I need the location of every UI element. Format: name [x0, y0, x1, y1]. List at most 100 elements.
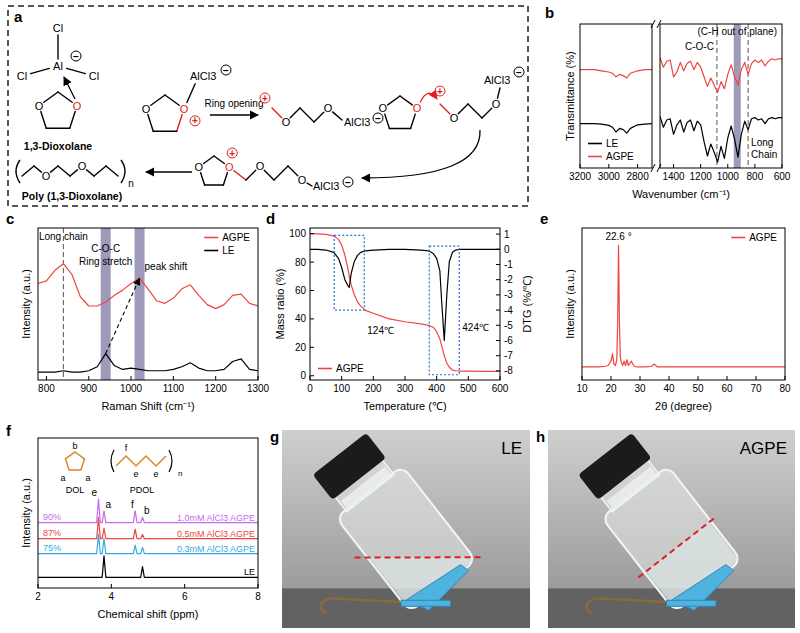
charge-sign: − — [73, 51, 79, 62]
bottle-cap — [313, 433, 386, 500]
y2-tick-label: -6 — [504, 335, 513, 346]
shift-arrow — [106, 278, 140, 353]
photo: LE — [282, 423, 530, 628]
panel-letter: e — [540, 210, 548, 227]
conversion-label: 75% — [43, 543, 61, 553]
y2-tick — [496, 279, 500, 280]
annotation: 424℃ — [462, 322, 489, 333]
arrow — [210, 114, 258, 115]
bond — [31, 68, 50, 73]
x-axis-title: Chemical shift (ppm) — [98, 608, 199, 620]
annotation: (C-H out of plane) — [698, 26, 777, 37]
diagram-text: O — [379, 102, 388, 114]
bond — [274, 166, 288, 180]
series-label: LE — [244, 567, 255, 577]
bond — [205, 184, 224, 185]
annotation-line: Long — [751, 137, 773, 148]
x-tick-label: 8 — [255, 591, 261, 602]
legend-swatch — [318, 368, 332, 370]
panel-letter: h — [536, 428, 545, 445]
bond — [290, 108, 300, 118]
x-tick-label: 40 — [663, 383, 675, 394]
dol-ring — [66, 452, 85, 470]
y2-tick-label: -1 — [504, 259, 513, 270]
bottle-cap — [578, 433, 651, 500]
series-label: 1.0mM AlCl3 AGPE — [177, 513, 255, 523]
diagram-text: Cl — [17, 70, 27, 82]
diagram-text: O — [78, 160, 87, 172]
series-line — [310, 234, 500, 372]
legend-swatch — [204, 250, 218, 252]
x-tick-label: 10 — [576, 383, 588, 394]
legend-label: AGPE — [336, 363, 364, 374]
x-tick-label: 1200 — [205, 383, 228, 394]
charge-circle — [221, 65, 231, 75]
diagram-text: O — [324, 102, 333, 114]
x-tick — [111, 584, 112, 588]
y2-tick-label: -3 — [504, 289, 513, 300]
axis-break — [657, 164, 661, 172]
x-axis-title: Wavenumber (cm⁻¹) — [632, 188, 730, 200]
plot-frame — [580, 24, 652, 168]
diagram-text: Cl — [53, 22, 63, 34]
diagram-text: O — [142, 103, 151, 115]
bond — [201, 173, 205, 185]
x-tick-label: 50 — [692, 383, 704, 394]
structure-label: n — [178, 469, 182, 478]
bond — [67, 68, 86, 73]
chart: LEAGPE320030002800Wavenumber (cm⁻¹)Trans… — [564, 24, 730, 200]
x-tick-label: 30 — [634, 383, 646, 394]
clip-base — [401, 600, 451, 606]
annotation-line: Chain — [751, 149, 777, 160]
structure-label: b — [72, 441, 77, 451]
x-axis-title: Raman Shift (cm⁻¹) — [101, 400, 194, 412]
annotation: C-O-C — [91, 243, 120, 254]
bond — [177, 115, 182, 132]
x-tick-label: 3000 — [598, 171, 621, 182]
annotation: Long chain — [39, 231, 88, 242]
diagram-text: AlCl3 — [313, 180, 339, 192]
bond — [106, 166, 118, 176]
annotation: LongChain — [751, 137, 777, 160]
x-tick — [258, 584, 259, 588]
data-layer — [582, 245, 785, 367]
y2-tick-label: 0 — [504, 244, 510, 255]
plot-frame — [310, 228, 500, 380]
diagram-text: Poly (1,3-Dioxolane) — [22, 190, 122, 202]
charge-circle — [373, 113, 383, 123]
series-line — [660, 58, 782, 93]
y-tick — [310, 375, 314, 376]
data-layer — [580, 70, 652, 134]
bond — [44, 92, 58, 102]
photo-label: LE — [501, 439, 522, 458]
bond — [87, 170, 94, 176]
reference-line — [716, 24, 717, 168]
reference-line — [748, 24, 749, 168]
x-tick-label: 800 — [38, 383, 55, 394]
legend-label: LE — [606, 138, 619, 149]
arrow — [64, 77, 75, 99]
diagram-text: O — [492, 98, 501, 110]
x-tick-label: 20 — [605, 383, 617, 394]
diagram-text: O — [282, 116, 291, 128]
x-tick-label: 200 — [365, 383, 382, 394]
bond — [214, 156, 224, 164]
bond — [246, 170, 256, 180]
x-tick — [580, 164, 581, 168]
diagram-text: AlCl3 — [344, 116, 370, 128]
bond — [51, 166, 58, 172]
charge-circle — [190, 116, 200, 126]
panel-letter: f — [6, 422, 12, 439]
y2-tick-label: -4 — [504, 305, 513, 316]
series-line — [582, 245, 785, 367]
plot-frame — [660, 24, 782, 168]
y2-tick — [496, 234, 500, 235]
text-layer: 22.6 °AGPE — [605, 231, 777, 243]
charge-sign: + — [437, 86, 443, 97]
diagram-text: Ring opening — [205, 98, 264, 109]
charge-sign: + — [262, 93, 268, 104]
x-tick — [698, 376, 699, 380]
bond — [34, 166, 41, 172]
x-tick-label: 800 — [747, 171, 764, 182]
tape — [606, 467, 656, 509]
